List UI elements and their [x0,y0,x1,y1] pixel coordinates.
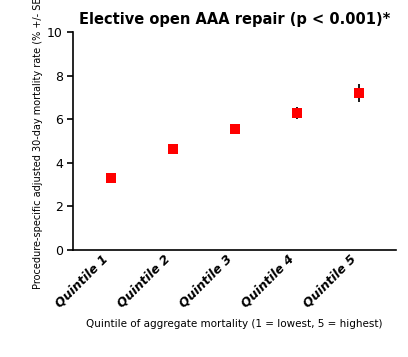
Y-axis label: Procedure-specific adjusted 30-day mortality rate (% +/- SE): Procedure-specific adjusted 30-day morta… [33,0,43,289]
Title: Elective open AAA repair (p < 0.001)*: Elective open AAA repair (p < 0.001)* [79,12,390,27]
X-axis label: Quintile of aggregate mortality (1 = lowest, 5 = highest): Quintile of aggregate mortality (1 = low… [86,319,383,329]
